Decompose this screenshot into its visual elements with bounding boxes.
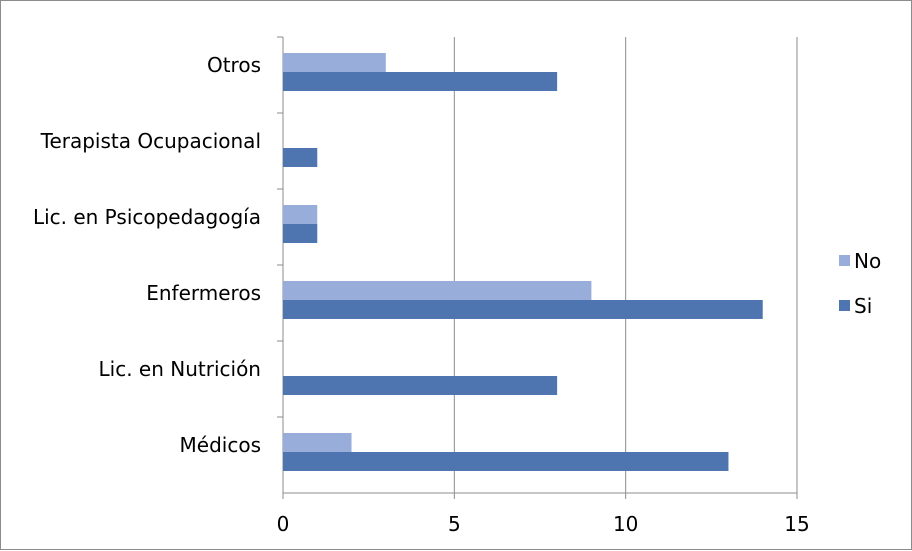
category-label: Médicos	[180, 433, 261, 457]
bar-no	[283, 433, 352, 452]
x-tick-label: 15	[784, 512, 809, 536]
category-label: Otros	[207, 53, 261, 77]
bar-no	[283, 281, 592, 300]
legend-swatch-no	[839, 255, 850, 266]
x-tick-label: 10	[613, 512, 638, 536]
bar-si	[283, 148, 318, 167]
category-label: Lic. en Psicopedagogía	[33, 205, 261, 229]
bar-si	[283, 300, 763, 319]
x-tick-label: 0	[277, 512, 290, 536]
legend-label-si: Si	[854, 294, 872, 318]
bar-si	[283, 452, 729, 471]
category-label: Lic. en Nutrición	[99, 357, 261, 381]
category-label: Enfermeros	[146, 281, 261, 305]
legend-label-no: No	[854, 249, 881, 273]
bar-si	[283, 376, 558, 395]
x-tick-label: 5	[448, 512, 461, 536]
bar-no	[283, 205, 318, 224]
bar-no	[283, 53, 386, 72]
legend-swatch-si	[839, 300, 850, 311]
bar-si	[283, 72, 558, 91]
bar-si	[283, 224, 318, 243]
category-label: Terapista Ocupacional	[40, 129, 261, 153]
